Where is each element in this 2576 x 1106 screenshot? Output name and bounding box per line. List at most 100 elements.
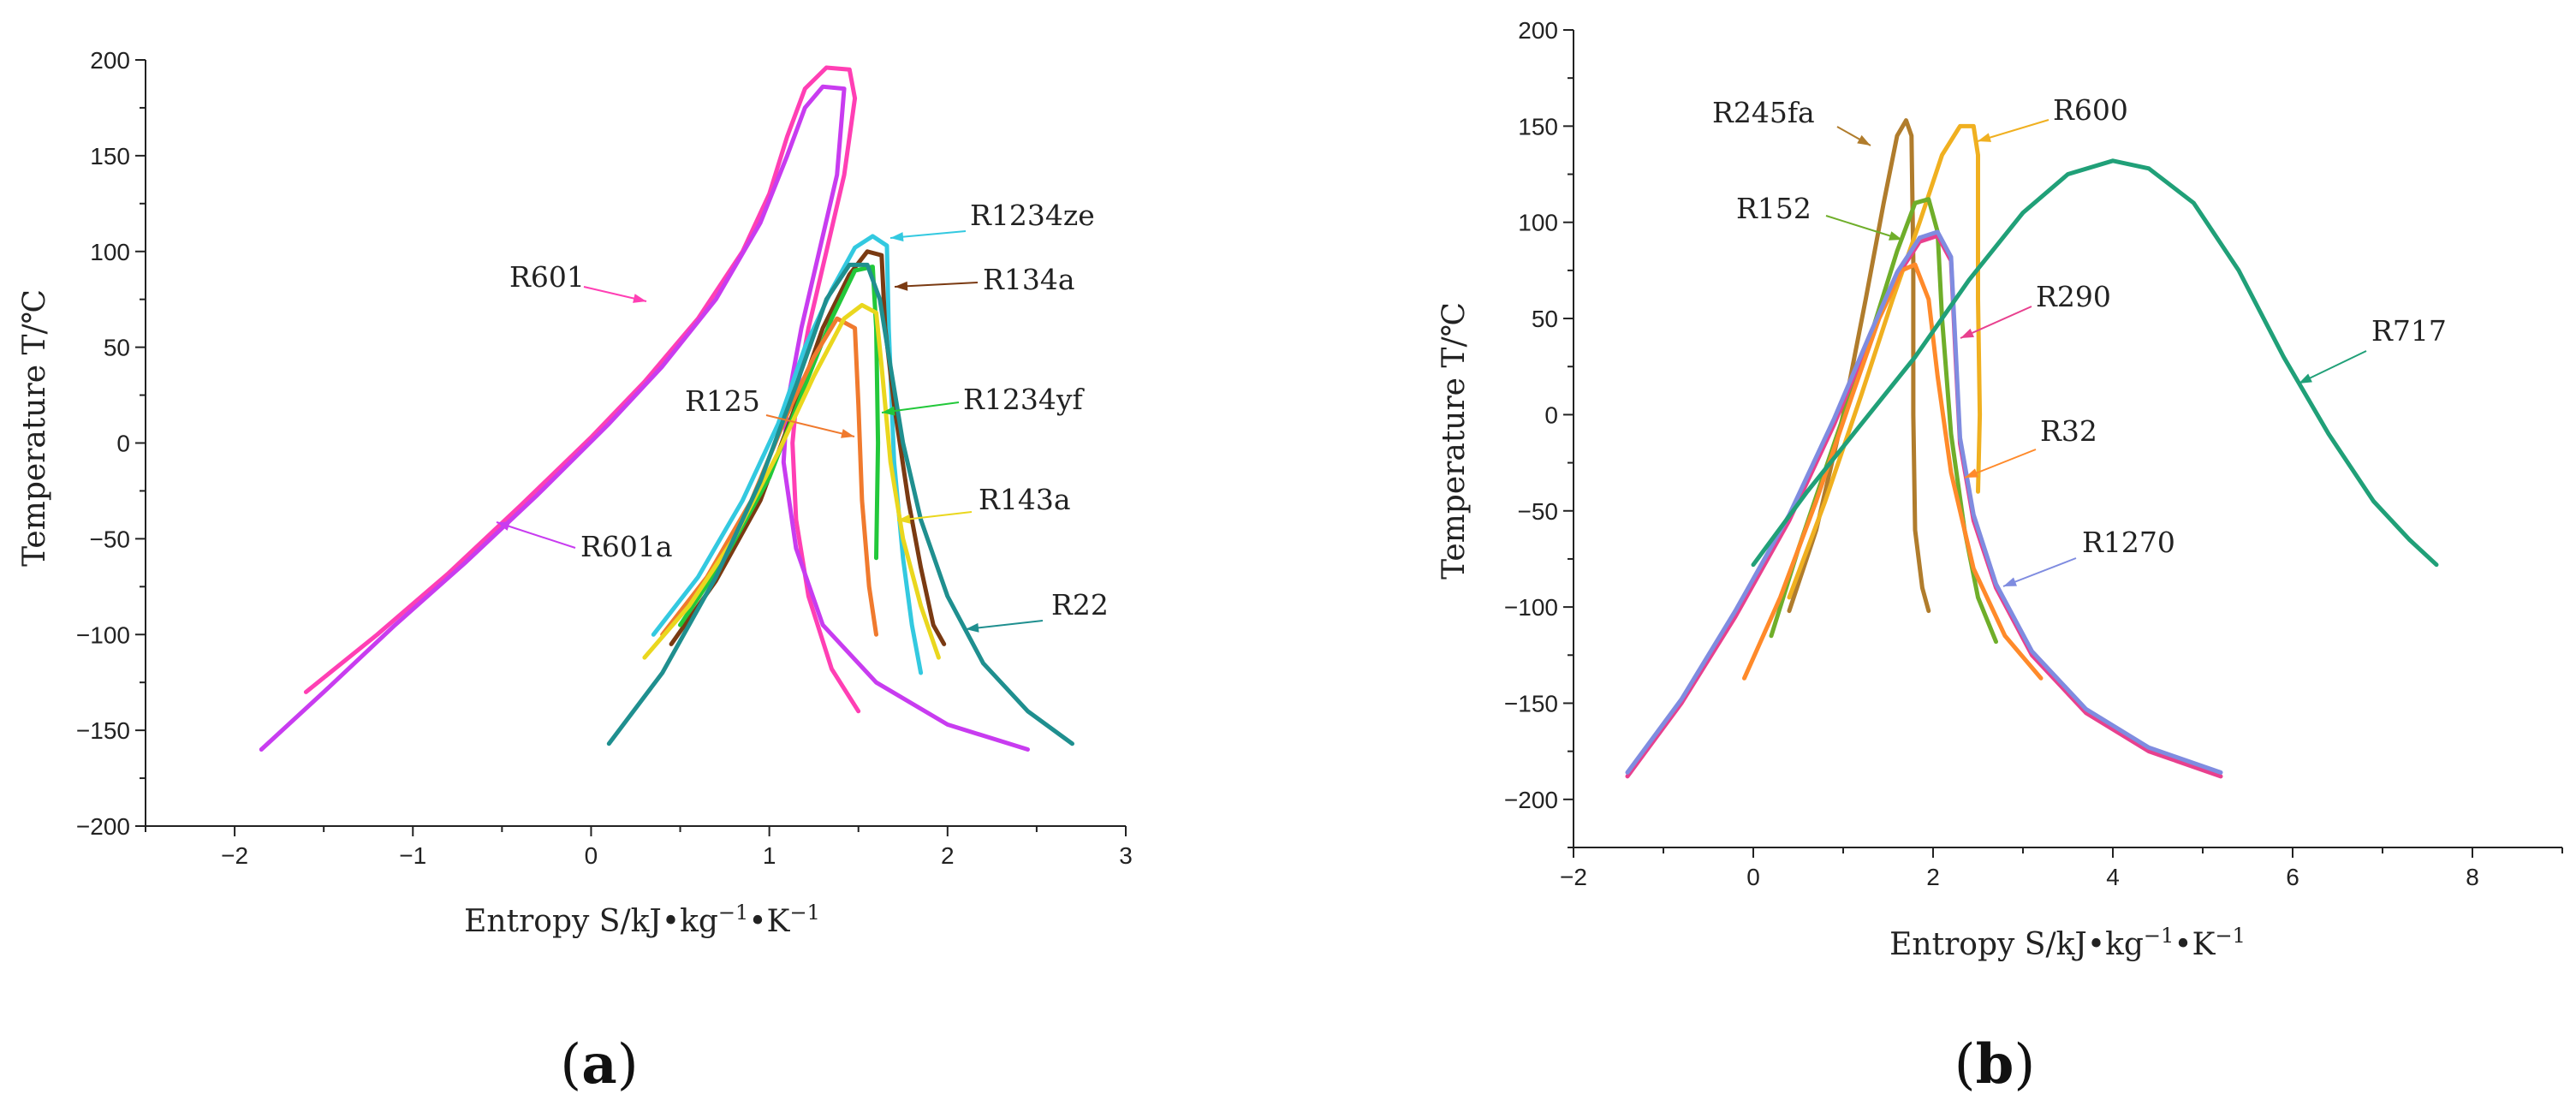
x-axis-label-unit: kg bbox=[680, 904, 718, 939]
y-tick-label: 0 bbox=[116, 431, 130, 457]
series-label-r601: R601 bbox=[509, 260, 585, 294]
x-axis-label-main: Entropy S/kJ bbox=[464, 904, 662, 939]
annotation-arrow-line bbox=[1825, 215, 1903, 241]
series-label-r290: R290 bbox=[2036, 280, 2111, 313]
y-tick-label: 0 bbox=[1544, 401, 1558, 428]
series-line-r143a bbox=[642, 302, 941, 660]
annotation-arrow-line bbox=[2002, 557, 2077, 587]
series-label-r152: R152 bbox=[1736, 192, 1812, 225]
annotation-arrow-head bbox=[841, 429, 854, 438]
y-tick-label: 200 bbox=[90, 47, 130, 74]
annotation-arrow-head bbox=[882, 406, 895, 416]
panel-label-letter: a bbox=[581, 1032, 616, 1097]
y-tick-label: 200 bbox=[1518, 17, 1558, 44]
series-label-r1234ze: R1234ze bbox=[970, 199, 1095, 232]
x-tick-label: −2 bbox=[221, 842, 248, 869]
x-axis-label-unit: kg bbox=[2105, 927, 2144, 962]
annotation-arrow-head bbox=[497, 521, 510, 531]
x-tick-label: 0 bbox=[1746, 864, 1760, 890]
panel-a-chart: −2 −1 0 1 2 3 −200 −150 −100 −50 0 50 100 150 200 Tempe… bbox=[17, 47, 1133, 1097]
x-axis-label-dot: • bbox=[748, 904, 766, 939]
x-axis-label-unit: K bbox=[767, 904, 791, 939]
series-label-r134a: R134a bbox=[983, 263, 1075, 296]
x-axis-label-exponent: −1 bbox=[789, 901, 819, 925]
series-label-r717: R717 bbox=[2371, 314, 2447, 348]
annotation-arrow-line bbox=[1960, 306, 2032, 339]
y-tick-label: −100 bbox=[76, 621, 130, 648]
panel-label: (a) bbox=[560, 1032, 638, 1097]
annotation-arrow-head bbox=[890, 232, 904, 242]
x-axis-label: Entropy S/kJ•kg−1•K−1 bbox=[1889, 924, 2246, 962]
annotation-arrow-head bbox=[897, 514, 911, 524]
y-tick-label: −100 bbox=[1504, 594, 1558, 621]
panel-b-chart: −2 0 2 4 6 8 −200 −150 −100 −50 0 50 100 150 200 Temper… bbox=[1437, 17, 2563, 1097]
y-tick-label: −50 bbox=[1518, 498, 1559, 525]
y-tick-label: −50 bbox=[90, 526, 131, 552]
y-tick-label: 100 bbox=[1518, 210, 1558, 236]
panel-label-paren: ) bbox=[617, 1033, 639, 1097]
series-label-r1270: R1270 bbox=[2082, 526, 2175, 559]
x-tick-label: 2 bbox=[1926, 864, 1940, 890]
series-line-r601 bbox=[303, 65, 861, 714]
x-tick-label: 1 bbox=[763, 842, 776, 869]
x-axis-label-exponent: −1 bbox=[2144, 924, 2174, 948]
series-line-r125 bbox=[660, 316, 878, 637]
series-label-r245fa: R245fa bbox=[1712, 96, 1815, 129]
x-axis-label-dot: • bbox=[662, 904, 680, 939]
y-axis-label: Temperature T/℃ bbox=[17, 289, 52, 567]
series-line-r152 bbox=[1769, 197, 1998, 645]
x-axis-label-dot: • bbox=[2174, 927, 2192, 962]
annotation-arrow-head bbox=[1965, 468, 1978, 478]
y-tick-label: 50 bbox=[104, 335, 130, 361]
series-line-r600 bbox=[1787, 123, 1983, 600]
y-tick-label: 150 bbox=[1518, 113, 1558, 140]
annotation-arrow-head bbox=[2299, 373, 2312, 384]
annotation-arrow-line bbox=[965, 620, 1044, 630]
y-tick-label: 50 bbox=[1532, 306, 1558, 332]
x-axis-label: Entropy S/kJ•kg−1•K−1 bbox=[464, 901, 820, 939]
series-label-r143a: R143a bbox=[979, 483, 1071, 516]
x-tick-label: 8 bbox=[2466, 864, 2479, 890]
series-line-r717 bbox=[1751, 158, 2439, 568]
annotation-arrow-head bbox=[1889, 231, 1902, 241]
x-axis-label-exponent: −1 bbox=[718, 901, 748, 925]
x-axis-label-main: Entropy S/kJ bbox=[1889, 927, 2087, 962]
x-tick-label: 3 bbox=[1119, 842, 1133, 869]
panel-label-paren: ( bbox=[560, 1033, 581, 1097]
y-axis-label: Temperature T/℃ bbox=[1437, 302, 1472, 580]
series-line-r1270 bbox=[1625, 229, 2223, 775]
y-tick-label: −200 bbox=[1504, 787, 1558, 813]
series-label-r1234yf: R1234yf bbox=[963, 383, 1085, 416]
x-axis-label-exponent: −1 bbox=[2215, 924, 2245, 948]
annotation-arrow-head bbox=[1960, 328, 1974, 338]
annotation-arrow-line bbox=[496, 521, 576, 549]
annotation-arrow-head bbox=[1857, 134, 1871, 146]
x-axis-label-unit: K bbox=[2192, 927, 2216, 962]
y-tick-label: −150 bbox=[1504, 690, 1558, 717]
annotation-arrow-head bbox=[2003, 577, 2017, 586]
panel-label-paren: ( bbox=[1954, 1033, 1976, 1097]
annotation-arrow-head bbox=[895, 281, 908, 291]
y-tick-label: −200 bbox=[76, 813, 130, 840]
x-tick-label: 6 bbox=[2286, 864, 2299, 890]
series-line-r1234yf bbox=[678, 265, 881, 627]
series-label-r600: R600 bbox=[2053, 93, 2128, 127]
y-tick-label: 150 bbox=[90, 143, 130, 169]
x-tick-label: −1 bbox=[399, 842, 426, 869]
series-label-r32: R32 bbox=[2040, 414, 2097, 448]
annotation-arrow-head bbox=[633, 294, 646, 303]
x-tick-label: 4 bbox=[2106, 864, 2120, 890]
x-tick-label: 0 bbox=[585, 842, 598, 869]
y-tick-label: −150 bbox=[76, 717, 130, 744]
panel-label-paren: ) bbox=[2014, 1033, 2035, 1097]
annotation-arrow-head bbox=[966, 622, 979, 633]
series-label-r125: R125 bbox=[685, 384, 760, 418]
annotation-arrow-head bbox=[1978, 133, 1991, 142]
annotation-arrow-line bbox=[765, 414, 855, 437]
series-label-r22: R22 bbox=[1051, 588, 1109, 621]
series-label-r601a: R601a bbox=[580, 530, 673, 563]
annotation-arrow-line bbox=[881, 401, 960, 413]
series-line-r601a bbox=[259, 84, 1030, 752]
annotation-arrow-line bbox=[894, 282, 979, 288]
